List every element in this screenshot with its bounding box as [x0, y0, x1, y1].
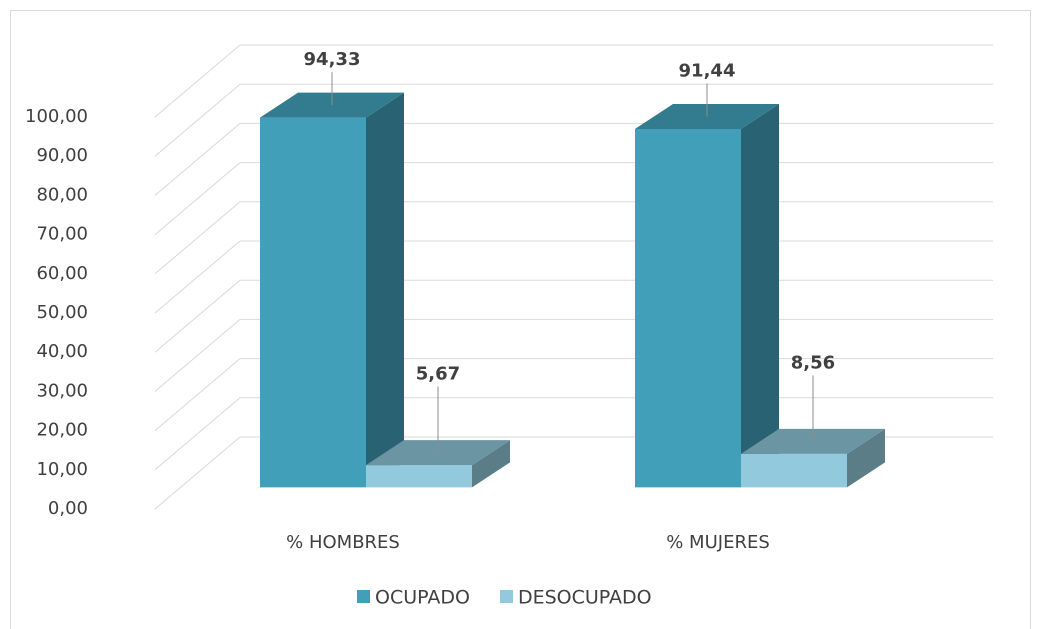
grid-line: [154, 358, 241, 431]
legend-label: OCUPADO: [375, 587, 470, 609]
y-tick-label: 30,00: [36, 380, 88, 401]
legend-label: DESOCUPADO: [518, 587, 652, 609]
grid-line: [154, 319, 241, 392]
grid-line: [154, 201, 241, 275]
bar-side: [847, 428, 885, 488]
y-tick-label: 90,00: [36, 145, 88, 166]
bar-front: [635, 128, 741, 488]
grid-line: [154, 44, 241, 118]
bar-front: [741, 453, 847, 488]
grid-line: [154, 436, 241, 510]
y-tick-label: 80,00: [36, 184, 88, 205]
bar: [260, 92, 404, 488]
grid-line: [154, 123, 241, 196]
grid-line: [154, 279, 241, 353]
grid-line: [154, 162, 241, 235]
y-tick-label: 0,00: [48, 498, 88, 519]
y-tick-label: 10,00: [36, 459, 88, 480]
legend-swatch: [357, 590, 370, 603]
data-label: 94,33: [304, 49, 361, 70]
grid-line: [154, 240, 241, 314]
bar: [635, 103, 779, 488]
bar-top: [260, 92, 404, 118]
data-label: 5,67: [416, 364, 460, 385]
y-tick-label: 20,00: [36, 420, 88, 441]
grid-line: [154, 83, 241, 157]
bar-side: [741, 103, 779, 488]
bar-front: [366, 465, 472, 488]
y-tick-label: 40,00: [36, 341, 88, 362]
y-tick-label: 100,00: [25, 106, 88, 127]
x-tick-label: % HOMBRES: [286, 532, 400, 553]
grid-line: [154, 397, 241, 471]
y-tick-label: 70,00: [36, 224, 88, 245]
x-tick-label: % MUJERES: [666, 532, 770, 553]
y-tick-label: 50,00: [36, 302, 88, 323]
y-tick-label: 60,00: [36, 263, 88, 284]
bar-side: [472, 440, 510, 488]
data-label: 8,56: [791, 352, 835, 373]
legend-swatch: [499, 590, 513, 603]
bar-front: [260, 117, 366, 488]
bar-side: [366, 92, 404, 488]
data-label: 91,44: [679, 60, 736, 81]
